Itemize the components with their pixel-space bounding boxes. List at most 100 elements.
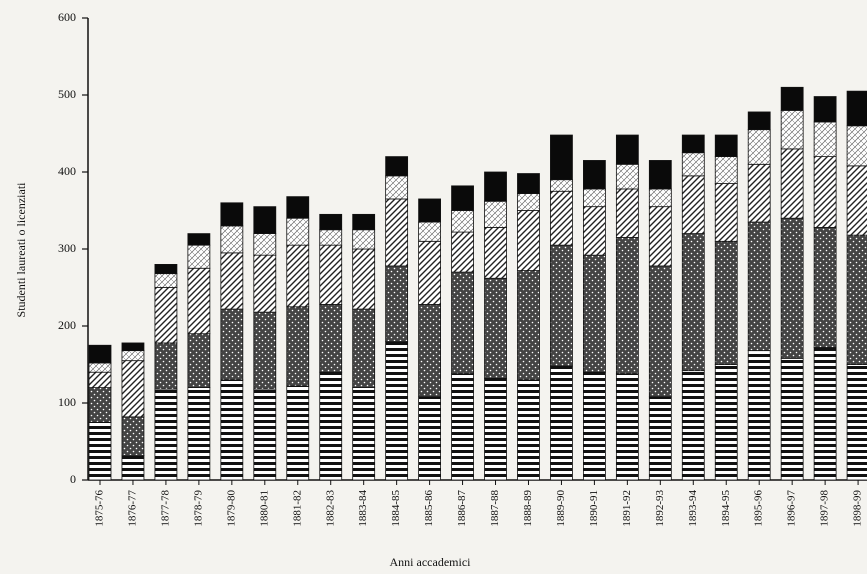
bar-segment [583, 188, 606, 208]
x-tick-label: 1876-77 [126, 490, 138, 527]
bar-segment [319, 304, 343, 373]
bar-segment [352, 229, 376, 250]
x-tick-label: 1890-91 [588, 490, 600, 527]
y-tick-label: 600 [58, 10, 76, 24]
bar-segment [121, 342, 145, 352]
bar-segment [747, 129, 771, 165]
bar-segment [352, 308, 376, 388]
bar-segment [484, 377, 507, 481]
bar-segment [187, 333, 211, 389]
bar-segment [648, 160, 672, 190]
x-tick-label: 1877-78 [159, 490, 171, 527]
bar-segment [286, 306, 310, 387]
x-tick-label: 1891-92 [621, 490, 633, 527]
bar-segment [286, 385, 310, 481]
bar-segment [517, 193, 540, 211]
bar-segment [846, 90, 867, 127]
bar-segment [220, 379, 244, 481]
bar-segment [681, 134, 705, 154]
bar-segment [583, 371, 606, 481]
bar-segment [681, 233, 705, 372]
bar-segment [484, 200, 507, 228]
x-tick-label: 1892-93 [654, 490, 666, 527]
bar-segment [154, 287, 178, 344]
bar-segment [121, 454, 145, 481]
x-tick-label: 1884-85 [390, 490, 402, 527]
x-tick-label: 1886-87 [456, 490, 468, 527]
bar-segment [187, 233, 211, 246]
bar-segment [187, 267, 211, 335]
x-tick-label: 1883-84 [357, 490, 369, 527]
bar-segment [418, 221, 442, 242]
bar-segment [517, 210, 540, 271]
bar-segment [253, 254, 277, 313]
bar-segment [88, 371, 112, 389]
y-axis-label: Studenti laureati o licenziati [14, 182, 28, 318]
bar-segment [187, 244, 211, 269]
x-tick-label: 1880-81 [258, 490, 270, 527]
y-tick-label: 0 [70, 472, 76, 486]
bar-segment [154, 263, 178, 275]
bar-segment [88, 362, 112, 373]
y-tick-label: 100 [58, 395, 76, 409]
bar-segment [451, 231, 474, 273]
bar-segment [714, 240, 738, 365]
bar-segment [418, 240, 442, 305]
x-tick-label: 1881-82 [291, 490, 303, 527]
bar-segment [253, 233, 277, 256]
bar-segment [154, 388, 178, 481]
bar-segment [813, 347, 837, 481]
bar-segment [154, 273, 178, 288]
x-tick-label: 1878-79 [192, 490, 204, 527]
bar-segment [846, 234, 867, 365]
bar-segment [385, 265, 409, 342]
bar-segment [352, 213, 376, 231]
x-tick-label: 1898-99 [852, 490, 864, 527]
bar-segment [648, 188, 672, 208]
x-tick-label: 1893-94 [687, 490, 699, 527]
bar-segment [88, 421, 112, 481]
bar-segment [813, 121, 837, 157]
x-tick-label: 1879-80 [225, 490, 237, 527]
bar-segment [648, 206, 672, 267]
x-tick-label: 1895-96 [753, 490, 765, 527]
y-tick-label: 400 [58, 164, 76, 178]
bar-segment [220, 202, 244, 227]
bar-segment [583, 254, 606, 373]
x-tick-label: 1894-95 [720, 490, 732, 527]
bar-segment [714, 183, 738, 242]
bar-segment [286, 244, 310, 308]
x-tick-label: 1875-76 [94, 490, 106, 527]
bar-segment [451, 185, 474, 211]
bar-segment [681, 152, 705, 177]
bar-segment [780, 357, 804, 481]
bar-segment [780, 110, 804, 150]
bar-segment [846, 165, 867, 236]
bar-segment [615, 373, 639, 481]
x-tick-label: 1887-88 [489, 490, 501, 527]
bar-segment [714, 364, 738, 481]
bar-segment [681, 370, 705, 481]
bar-segment [550, 190, 573, 246]
bar-segment [253, 388, 277, 481]
bar-segment [88, 344, 112, 364]
bar-segment [813, 227, 837, 348]
bar-segment [187, 387, 211, 481]
bar-segment [418, 304, 442, 398]
bar-segment [253, 206, 277, 234]
bar-segment [714, 134, 738, 157]
bar-segment [813, 96, 837, 123]
bar-segment [583, 206, 606, 256]
bar-segment [517, 379, 540, 481]
bar-segment [418, 396, 442, 481]
bar-segment [550, 365, 573, 481]
bar-segment [615, 134, 639, 165]
bar-segment [615, 163, 639, 190]
bar-segment [517, 173, 540, 194]
x-tick-label: 1896-97 [786, 490, 798, 527]
bar-segment [319, 244, 343, 305]
bar-segment [484, 171, 507, 202]
y-tick-label: 200 [58, 318, 76, 332]
